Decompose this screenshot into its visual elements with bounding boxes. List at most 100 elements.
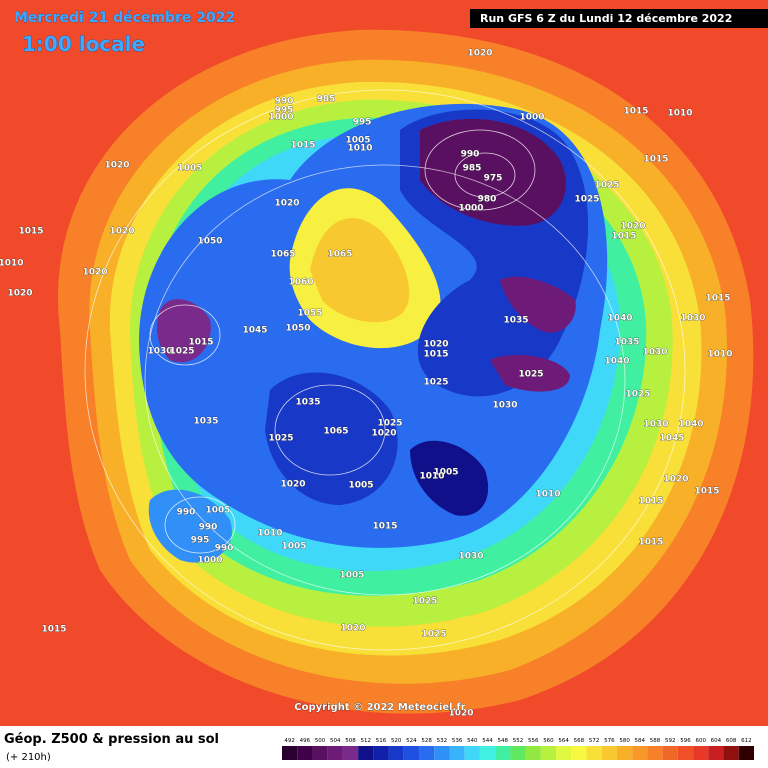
isobar (84, 89, 686, 651)
pressure-label: 1020 (104, 161, 129, 171)
pressure-label: 1030 (680, 314, 705, 324)
colorbar-label: 600 (695, 738, 706, 744)
pressure-label: 1005 (433, 468, 458, 478)
colorbar-label: 492 (284, 738, 295, 744)
pressure-label: 1025 (421, 630, 446, 640)
pressure-label: 1025 (377, 419, 402, 429)
colorbar-swatch (449, 746, 465, 760)
colorbar-label: 568 (574, 738, 585, 744)
colorbar-label: 516 (376, 738, 387, 744)
colorbar-swatch (556, 746, 572, 760)
colorbar-swatch (327, 746, 343, 760)
pressure-label: 1020 (274, 199, 299, 209)
pressure-label: 1005 (339, 571, 364, 581)
pressure-label: 1045 (242, 326, 267, 336)
colorbar-label: 496 (300, 738, 311, 744)
pressure-label: 1025 (169, 347, 194, 357)
geopotential-field (57, 29, 754, 714)
colorbar-label: 592 (665, 738, 676, 744)
pressure-label: 1015 (611, 232, 636, 242)
pressure-label: 1030 (458, 552, 483, 562)
pressure-label: 995 (353, 118, 372, 128)
pressure-label: 1030 (643, 420, 668, 430)
colorbar-label: 504 (330, 738, 341, 744)
pressure-label: 1015 (638, 538, 663, 548)
pressure-label: 1005 (345, 136, 370, 146)
colorbar-label: 520 (391, 738, 402, 744)
colorbar-swatch (693, 746, 709, 760)
pressure-label: 1015 (372, 522, 397, 532)
pressure-label: 1005 (348, 481, 373, 491)
colorbar-label: 576 (604, 738, 615, 744)
pressure-label: 990 (275, 97, 294, 107)
pressure-label: 1000 (268, 113, 293, 123)
pressure-label: 1040 (604, 357, 629, 367)
pressure-label: 1015 (188, 338, 213, 348)
pressure-label: 1015 (423, 350, 448, 360)
colorbar-label: 540 (467, 738, 478, 744)
pressure-label: 1055 (297, 309, 322, 319)
pressure-label: 975 (484, 174, 503, 184)
pressure-label: 1020 (371, 429, 396, 439)
colorbar-swatch (677, 746, 694, 760)
pressure-label: 1020 (7, 289, 32, 299)
pressure-label: 1025 (518, 370, 543, 380)
colorbar-swatch (373, 746, 389, 760)
forecast-date: Mercredi 21 décembre 2022 (14, 10, 235, 26)
colorbar-swatch (464, 746, 480, 760)
pressure-label: 1065 (270, 250, 295, 260)
pressure-label: 1000 (519, 113, 544, 123)
colorbar-swatch (312, 746, 328, 760)
colorbar-label: 572 (589, 738, 600, 744)
colorbar-label: 580 (619, 738, 630, 744)
colorbar-label: 556 (528, 738, 539, 744)
colorbar-swatch (342, 746, 359, 760)
pressure-label: 995 (275, 106, 294, 116)
pressure-label: 1015 (290, 141, 315, 151)
low-purple-west (157, 299, 211, 363)
colorbar-swatch (525, 746, 541, 760)
pressure-label: 985 (463, 164, 482, 174)
colorbar-label: 524 (406, 738, 417, 744)
pressure-label: 1015 (643, 155, 668, 165)
pressure-label: 1020 (82, 268, 107, 278)
footer-lead: (+ 210h) (6, 752, 51, 763)
pressure-label: 990 (199, 523, 218, 533)
pressure-label: 1015 (18, 227, 43, 237)
colorbar-swatch (419, 746, 435, 760)
pressure-label: 1015 (638, 497, 663, 507)
colorbar-label: 560 (543, 738, 554, 744)
pressure-label: 1025 (574, 195, 599, 205)
colorbar-swatch (723, 746, 739, 760)
colorbar-label: 508 (345, 738, 356, 744)
colorbar-label: 532 (437, 738, 448, 744)
pressure-label: 1015 (41, 625, 66, 635)
pressure-label: 1025 (594, 181, 619, 191)
low-purple-south (490, 355, 570, 392)
colorbar-label: 500 (315, 738, 326, 744)
pressure-label: 1015 (705, 294, 730, 304)
colorbar-swatch (586, 746, 602, 760)
colorbar-swatch (403, 746, 420, 760)
colorbar-swatch (479, 746, 496, 760)
pressure-label: 995 (191, 536, 210, 546)
colorbar-label: 588 (650, 738, 661, 744)
pressure-label: 1060 (288, 278, 313, 288)
pressure-label: 1020 (423, 340, 448, 350)
pressure-label: 1040 (607, 314, 632, 324)
colorbar-swatch (632, 746, 648, 760)
forecast-time: 1:00 locale (22, 32, 145, 56)
run-info: Run GFS 6 Z du Lundi 12 décembre 2022 (480, 12, 732, 25)
pressure-label: 1025 (268, 434, 293, 444)
isobar (164, 496, 236, 554)
pressure-label: 1020 (109, 227, 134, 237)
pressure-label: 1030 (492, 401, 517, 411)
pressure-label: 985 (317, 95, 336, 105)
pressure-label: 1000 (197, 556, 222, 566)
colorbar-label: 528 (421, 738, 432, 744)
pressure-label: 1025 (412, 597, 437, 607)
colorbar: 492 496 500 504 508 512 516 520 524 528 532 536 540 5… (282, 738, 754, 760)
pressure-label: 1000 (458, 204, 483, 214)
pressure-label: 1005 (281, 542, 306, 552)
